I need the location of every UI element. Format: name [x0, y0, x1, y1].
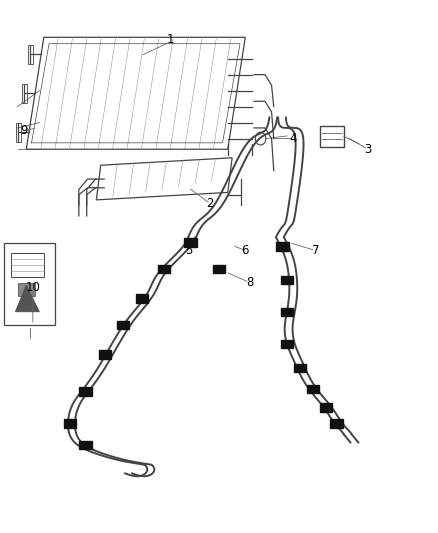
Bar [99, 350, 111, 359]
Bar [276, 242, 289, 251]
Bar [22, 84, 27, 103]
Text: 5: 5 [185, 244, 192, 257]
Bar [28, 45, 33, 63]
Bar [4, 243, 55, 325]
Bar [281, 340, 293, 348]
Bar [136, 294, 148, 303]
Polygon shape [96, 158, 232, 200]
Text: 8: 8 [246, 276, 253, 289]
Polygon shape [26, 37, 245, 149]
Text: 3: 3 [364, 143, 371, 156]
Bar [281, 276, 293, 284]
Bar [320, 403, 332, 412]
Bar [16, 123, 21, 142]
Bar [18, 283, 35, 296]
Bar [281, 308, 293, 316]
Text: 10: 10 [25, 281, 40, 294]
Text: 7: 7 [311, 244, 319, 257]
Text: 9: 9 [20, 124, 28, 137]
Text: 2: 2 [206, 197, 214, 210]
Bar [184, 238, 197, 247]
Bar [320, 126, 344, 147]
Bar [213, 265, 225, 273]
Bar [79, 441, 92, 449]
Bar [307, 385, 319, 393]
Bar [294, 364, 306, 372]
Bar [11, 253, 44, 277]
Bar [64, 419, 76, 428]
Bar [158, 265, 170, 273]
Bar [79, 387, 92, 396]
Text: 1: 1 [167, 34, 175, 46]
Bar [330, 419, 343, 428]
Polygon shape [15, 285, 39, 312]
Text: 4: 4 [290, 132, 297, 145]
Text: 6: 6 [241, 244, 249, 257]
Bar [117, 321, 129, 329]
